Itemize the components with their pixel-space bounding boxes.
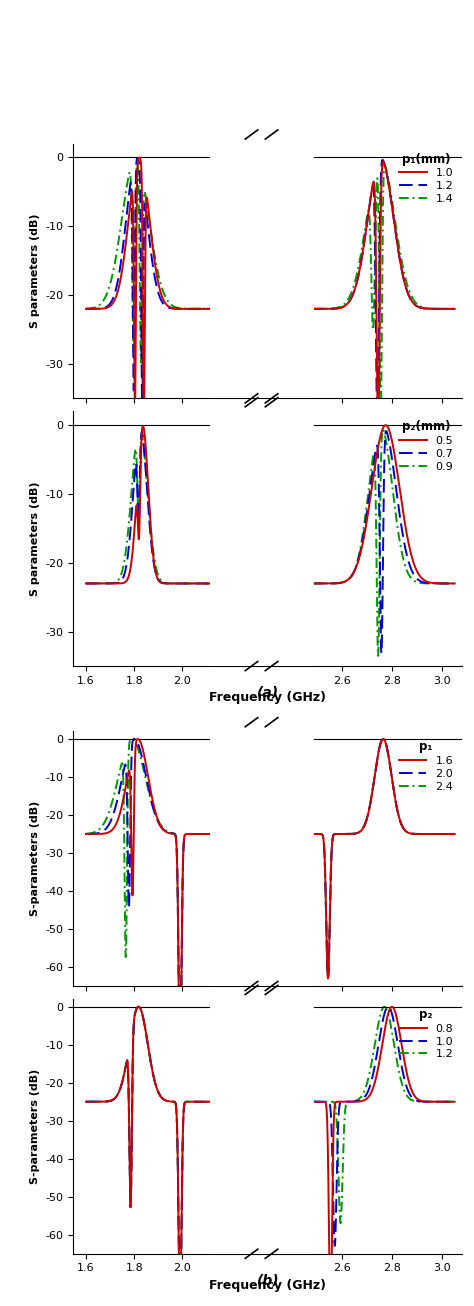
Legend: 1.6, 2.0, 2.4: 1.6, 2.0, 2.4 <box>395 737 456 795</box>
X-axis label: Frequency (GHz): Frequency (GHz) <box>210 691 326 704</box>
Bar <box>211 731 312 986</box>
Bar <box>211 999 312 1254</box>
Bar <box>211 144 312 398</box>
Y-axis label: S-parameters (dB): S-parameters (dB) <box>30 801 40 917</box>
Text: (b): (b) <box>256 1273 279 1288</box>
X-axis label: Frequency (GHz): Frequency (GHz) <box>210 1279 326 1292</box>
Y-axis label: S parameters (dB): S parameters (dB) <box>30 214 40 328</box>
Legend: 0.5, 0.7, 0.9: 0.5, 0.7, 0.9 <box>395 417 456 475</box>
Legend: 0.8, 1.0, 1.2: 0.8, 1.0, 1.2 <box>395 1004 456 1063</box>
Y-axis label: S parameters (dB): S parameters (dB) <box>30 482 40 596</box>
Text: (a): (a) <box>257 686 279 700</box>
Y-axis label: S-parameters (dB): S-parameters (dB) <box>30 1068 40 1185</box>
Bar <box>211 411 312 666</box>
Legend: 1.0, 1.2, 1.4: 1.0, 1.2, 1.4 <box>395 149 456 208</box>
